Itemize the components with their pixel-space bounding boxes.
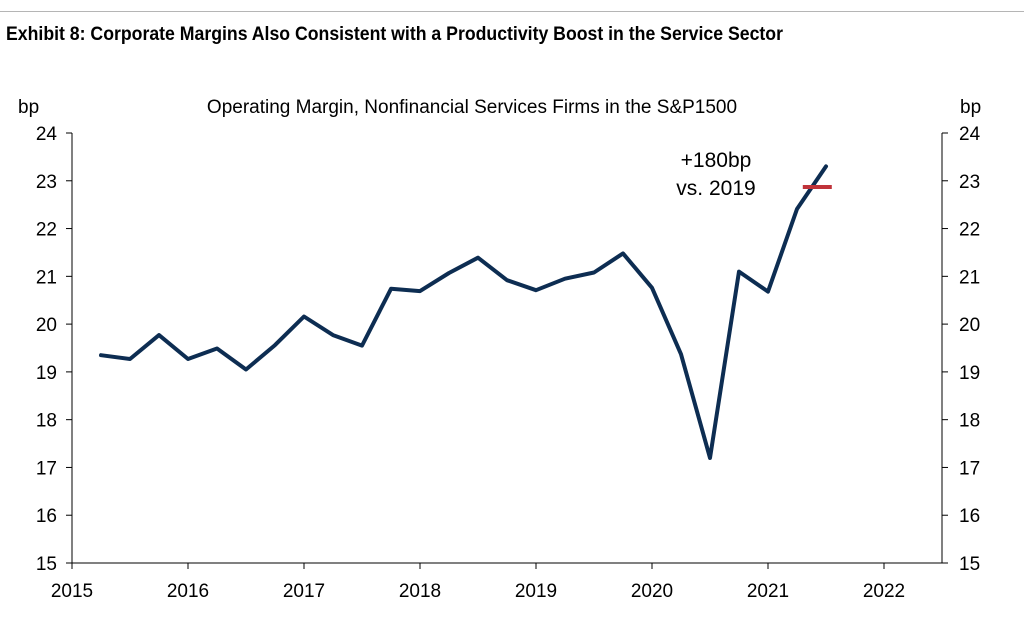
y-tick-label-left-24: 24 <box>36 124 58 145</box>
y-tick-label-left-19: 19 <box>36 363 57 384</box>
x-tick-label-2018: 2018 <box>399 581 441 602</box>
y-tick-label-right-20: 20 <box>959 315 980 336</box>
top-rule <box>0 11 1024 12</box>
y-tick-label-left-20: 20 <box>36 315 57 336</box>
exhibit-title: Exhibit 8: Corporate Margins Also Consis… <box>6 24 783 45</box>
x-tick-label-2016: 2016 <box>167 581 209 602</box>
chart-axes <box>71 133 943 564</box>
y-tick-label-right-16: 16 <box>959 506 980 527</box>
chart-ticks <box>66 132 948 569</box>
y-tick-label-right-19: 19 <box>959 363 980 384</box>
y-tick-label-left-23: 23 <box>36 172 57 193</box>
x-tick-label-2021: 2021 <box>747 581 789 602</box>
x-tick-label-2015: 2015 <box>51 581 93 602</box>
y-tick-label-left-18: 18 <box>36 411 57 432</box>
x-tick-label-2020: 2020 <box>631 581 673 602</box>
y-tick-label-right-21: 21 <box>959 267 980 288</box>
y-tick-label-left-22: 22 <box>36 220 57 241</box>
x-tick-label-2022: 2022 <box>863 581 905 602</box>
y-tick-label-left-21: 21 <box>36 267 57 288</box>
annotation-line-1: vs. 2019 <box>676 177 755 200</box>
x-tick-label-2019: 2019 <box>515 581 557 602</box>
y-tick-label-right-18: 18 <box>959 411 980 432</box>
y-tick-label-right-23: 23 <box>959 172 980 193</box>
y-tick-label-right-15: 15 <box>959 554 980 575</box>
chart-series <box>99 164 828 460</box>
y-axis-unit-right: bp <box>960 97 981 118</box>
chart-title: Operating Margin, Nonfinancial Services … <box>207 97 737 118</box>
y-tick-label-right-22: 22 <box>959 220 980 241</box>
y-tick-label-right-24: 24 <box>959 124 981 145</box>
y-tick-label-right-17: 17 <box>959 458 980 479</box>
annotation-line-0: +180bp <box>681 149 752 172</box>
y-tick-label-left-17: 17 <box>36 458 57 479</box>
series-line-0 <box>99 164 828 460</box>
chart-annotations: +180bp vs. 2019 <box>676 149 832 200</box>
y-axis-unit-left: bp <box>18 97 39 118</box>
x-tick-label-2017: 2017 <box>283 581 325 602</box>
y-tick-label-left-15: 15 <box>36 554 57 575</box>
y-tick-label-left-16: 16 <box>36 506 57 527</box>
